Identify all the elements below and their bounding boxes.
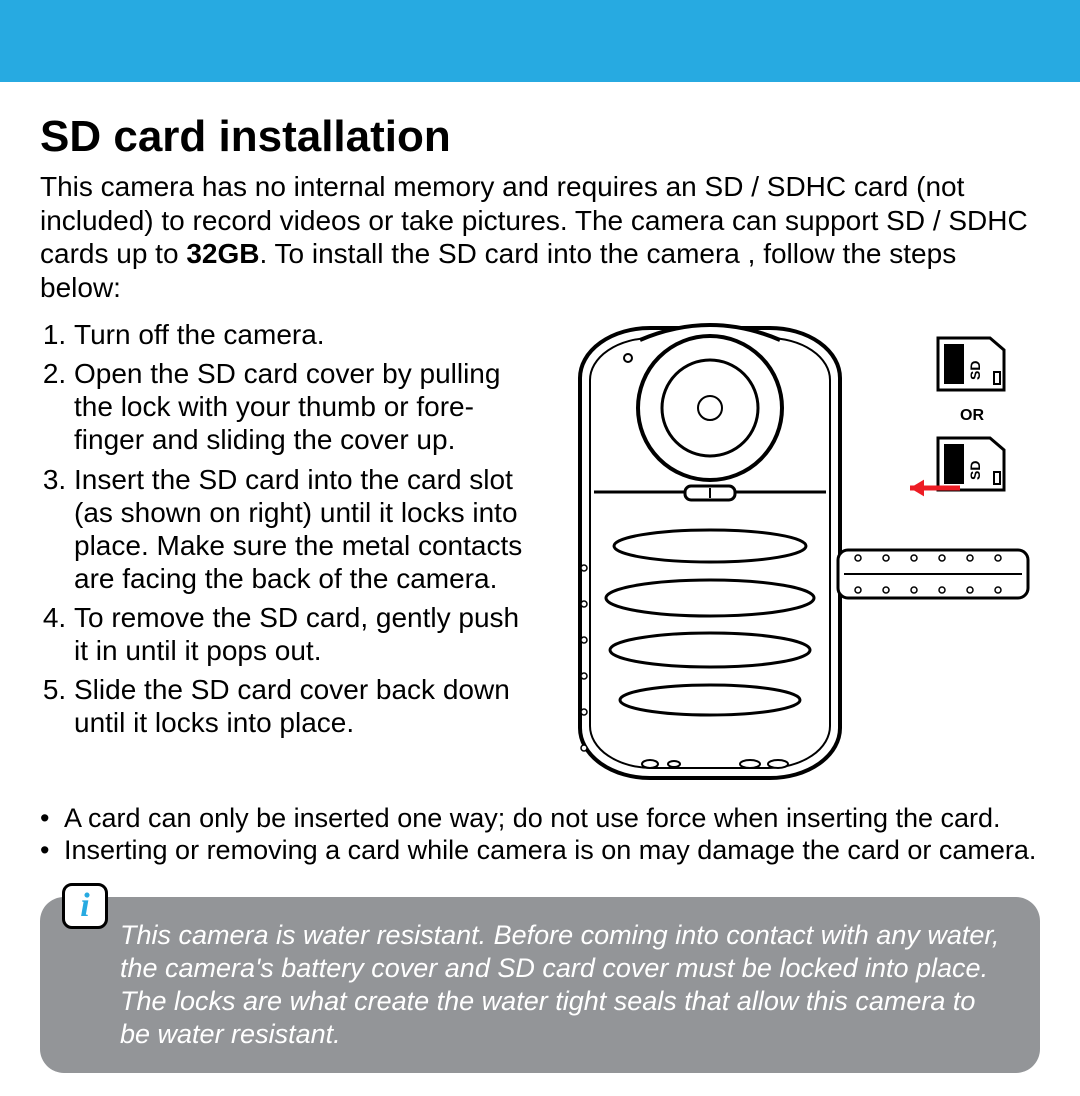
note-1-text: A card can only be inserted one way; do …: [64, 803, 1001, 835]
step-3: Insert the SD card into the card slot (a…: [74, 463, 530, 595]
section-heading: SD card installation: [40, 112, 1040, 162]
camera-diagram: SD SD OR: [550, 318, 1030, 788]
notes-list: •A card can only be inserted one way; do…: [40, 803, 1040, 867]
svg-text:OR: OR: [960, 407, 984, 424]
info-text: This camera is water resistant. Before c…: [120, 920, 999, 1049]
info-callout: i This camera is water resistant. Before…: [40, 897, 1040, 1073]
svg-text:SD: SD: [967, 461, 983, 480]
top-banner: [0, 0, 1080, 82]
diagram-column: SD SD OR: [550, 318, 1040, 793]
step-2: Open the SD card cover by pulling the lo…: [74, 357, 530, 456]
step-1: Turn off the camera.: [74, 318, 530, 351]
intro-bold-capacity: 32GB: [186, 238, 259, 269]
note-2-text: Inserting or removing a card while camer…: [64, 835, 1036, 867]
note-2: •Inserting or removing a card while came…: [40, 835, 1040, 867]
info-icon: i: [62, 883, 108, 929]
intro-paragraph: This camera has no internal memory and r…: [40, 170, 1040, 304]
page-content: SD card installation This camera has no …: [0, 82, 1080, 1073]
svg-text:SD: SD: [967, 361, 983, 380]
steps-column: Turn off the camera. Open the SD card co…: [40, 318, 530, 793]
steps-list: Turn off the camera. Open the SD card co…: [40, 318, 530, 738]
step-5: Slide the SD card cover back down until …: [74, 673, 530, 739]
note-1: •A card can only be inserted one way; do…: [40, 803, 1040, 835]
step-4: To remove the SD card, gently push it in…: [74, 601, 530, 667]
